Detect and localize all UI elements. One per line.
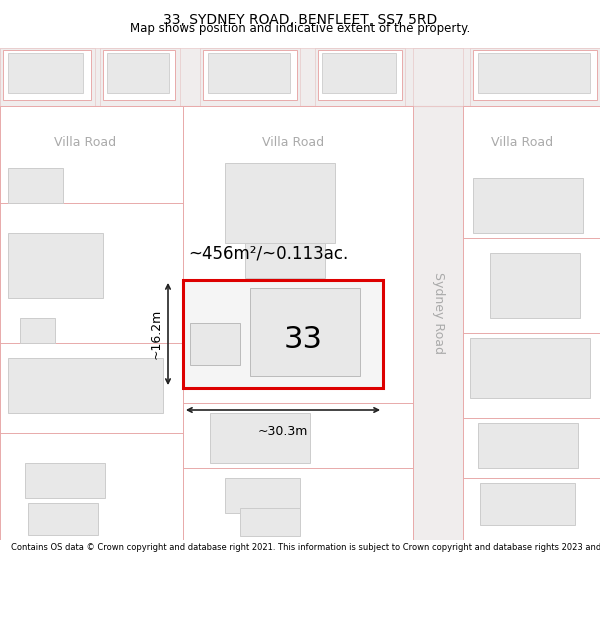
Bar [107,53,169,93]
Text: Villa Road: Villa Road [54,136,116,149]
Bar [20,318,55,343]
Text: 33: 33 [284,324,323,354]
Bar [183,280,383,388]
Bar [8,233,103,298]
Bar [25,463,105,498]
Bar [480,483,575,525]
Bar [413,48,463,540]
Bar [250,288,360,376]
Text: Villa Road: Villa Road [491,136,553,149]
Text: ~456m²/~0.113ac.: ~456m²/~0.113ac. [188,244,348,262]
Bar [8,53,83,93]
Bar [240,508,300,536]
Bar [478,423,578,468]
Bar [100,48,180,106]
Bar [470,338,590,398]
Bar [208,53,290,93]
Bar [200,48,300,106]
Bar [225,478,300,513]
Bar [315,48,405,106]
Bar [210,413,310,463]
Text: Contains OS data © Crown copyright and database right 2021. This information is : Contains OS data © Crown copyright and d… [11,543,600,552]
Bar [183,106,413,540]
Bar [463,106,600,540]
Bar [28,503,98,535]
Bar [318,50,402,100]
Text: 33, SYDNEY ROAD, BENFLEET, SS7 5RD: 33, SYDNEY ROAD, BENFLEET, SS7 5RD [163,14,437,28]
Bar [0,48,600,106]
Bar [190,323,240,365]
Text: Sydney Road: Sydney Road [431,272,445,354]
Text: Villa Road: Villa Road [262,136,324,149]
Bar [0,48,95,106]
Text: ~30.3m: ~30.3m [258,425,308,438]
Bar [473,178,583,233]
Text: Map shows position and indicative extent of the property.: Map shows position and indicative extent… [130,21,470,34]
Bar [322,53,396,93]
Bar [478,53,590,93]
Bar [8,358,163,413]
Text: ~16.2m: ~16.2m [150,309,163,359]
Bar [3,50,91,100]
Bar [103,50,175,100]
Bar [225,163,335,243]
Bar [245,243,325,278]
Bar [0,106,183,540]
Bar [203,50,297,100]
Bar [473,50,597,100]
Bar [490,253,580,318]
Bar [470,48,600,106]
Bar [8,168,63,203]
